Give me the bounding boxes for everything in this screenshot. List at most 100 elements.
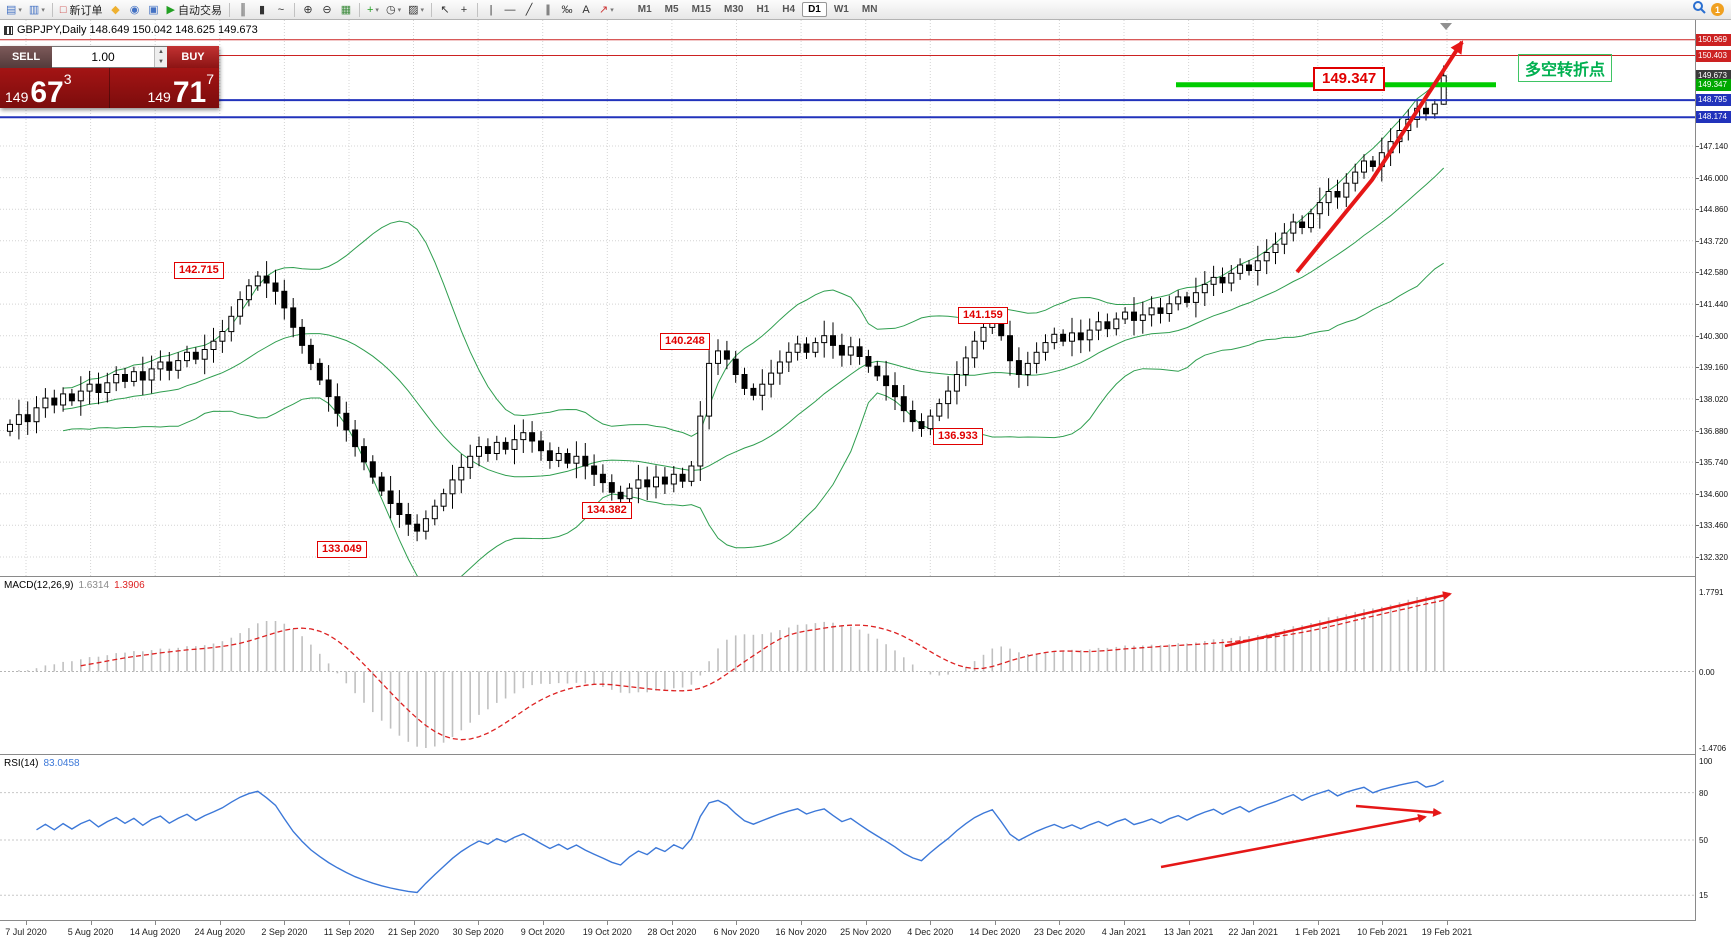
date-tick (607, 921, 609, 925)
trend-arrow[interactable] (1295, 40, 1464, 274)
price-callout[interactable]: 142.715 (174, 262, 224, 279)
buy-price[interactable]: 149 71 7 (110, 68, 219, 108)
candlestick-chart-icon[interactable]: ▮ (253, 1, 271, 18)
price-badge: 149.673 (1696, 69, 1731, 82)
volume-up-icon[interactable]: ▲ (155, 47, 167, 57)
time-axis[interactable]: 7 Jul 2020 5 Aug 2020 14 Aug 2020 24 Aug 20… (0, 921, 1731, 945)
market-watch-icon[interactable]: ◉ (126, 1, 144, 18)
arrows-icon[interactable]: ↗ ▾ (596, 1, 617, 18)
timeframe-button-h4[interactable]: H4 (782, 4, 796, 15)
text-icon[interactable]: A (577, 1, 595, 18)
new-order-button[interactable]: □ 新订单 (57, 1, 106, 18)
notification-badge[interactable]: 1 (1711, 3, 1724, 16)
timeframe-button-m30[interactable]: M30 (724, 4, 744, 15)
line-chart-icon[interactable]: ~ (272, 1, 290, 18)
date-tick (155, 921, 157, 925)
price-axis[interactable]: 147.140 146.000 144.860 143.720 142.580 141.4… (1695, 20, 1731, 921)
main-chart-canvas[interactable] (0, 20, 1695, 576)
new-chart-icon: ▤ (6, 4, 17, 16)
timeframe-button-mn[interactable]: MN (861, 4, 878, 15)
chart-shift-marker[interactable] (1440, 23, 1452, 30)
templates-icon[interactable]: ▨ ▾ (405, 1, 427, 18)
new-chart-icon[interactable]: ▤ ▾ (3, 1, 25, 18)
price-callout[interactable]: 140.248 (660, 333, 710, 350)
volume-down-icon[interactable]: ▼ (155, 57, 167, 67)
vertical-line-icon: | (489, 3, 493, 16)
price-callout[interactable]: 141.159 (958, 307, 1008, 324)
indicators-icon[interactable]: + ▾ (364, 1, 382, 18)
buy-button[interactable]: BUY (167, 46, 219, 68)
autotrading-button[interactable]: ▶ 自动交易 (164, 1, 225, 18)
price-callout[interactable]: 133.049 (317, 541, 367, 558)
macd-trend-arrow[interactable] (1224, 591, 1452, 648)
timeframe-button-m15[interactable]: M15 (691, 4, 712, 15)
date-label: 19 Oct 2020 (582, 927, 632, 937)
crosshair-icon[interactable]: + (455, 1, 473, 18)
annotation-text[interactable]: 多空转折点 (1518, 54, 1613, 82)
rsi-trend-arrow-2[interactable] (1355, 804, 1442, 817)
date-label: 4 Dec 2020 (907, 927, 954, 937)
search-icon[interactable] (1692, 0, 1706, 19)
autotrading-button: ▶ (166, 4, 175, 16)
chevron-down-icon: ▾ (397, 6, 402, 14)
timeframe-button-m5[interactable]: M5 (664, 4, 679, 15)
equidistant-channel-icon[interactable]: ∥ (539, 1, 557, 18)
date-tick (994, 921, 996, 925)
bar-chart-icon: ║ (239, 3, 247, 16)
price-callout[interactable]: 134.382 (582, 502, 632, 519)
panel-separator[interactable] (0, 754, 1695, 755)
data-window-icon: ▣ (148, 4, 159, 16)
profiles-icon: ▥ (28, 4, 40, 16)
symbol-ohlc-readout: GBPJPY,Daily 148.649 150.042 148.625 149… (4, 24, 258, 36)
timeframe-button-d1[interactable]: D1 (802, 2, 827, 17)
zoom-in-icon[interactable]: ⊕ (299, 1, 317, 18)
panel-separator[interactable] (0, 576, 1695, 577)
date-label: 6 Nov 2020 (713, 927, 760, 937)
cursor-icon[interactable]: ↖ (436, 1, 454, 18)
date-tick (348, 921, 350, 925)
trendline-icon[interactable]: ╱ (520, 1, 538, 18)
vertical-line-icon[interactable]: | (482, 1, 500, 18)
equidistant-channel-icon: ∥ (545, 4, 551, 16)
sell-price-pips: 67 (30, 75, 64, 109)
periods-icon[interactable]: ◷ ▾ (383, 1, 404, 18)
sell-button[interactable]: SELL (0, 46, 52, 68)
sell-price[interactable]: 149 67 3 (0, 68, 109, 108)
metaeditor-icon[interactable]: ◆ (107, 1, 125, 18)
panel-separator[interactable] (0, 920, 1695, 921)
price-tick: 147.140 (1699, 142, 1728, 151)
rsi-canvas[interactable] (0, 755, 1695, 920)
volume-field[interactable]: 1.00 ▲ ▼ (52, 46, 167, 68)
profiles-icon[interactable]: ▥ ▾ (26, 1, 48, 18)
price-callout[interactable]: 136.933 (933, 428, 983, 445)
date-label: 30 Sep 2020 (452, 927, 504, 937)
timeframe-button-m1[interactable]: M1 (637, 4, 652, 15)
date-tick (26, 921, 27, 925)
bar-chart-icon[interactable]: ║ (234, 1, 252, 18)
date-tick (801, 921, 803, 925)
key-price-callout[interactable]: 149.347 (1313, 67, 1386, 91)
fibonacci-icon[interactable]: ‰ (558, 1, 576, 18)
rsi-trend-arrow[interactable] (1160, 813, 1427, 869)
timeframe-button-w1[interactable]: W1 (833, 4, 849, 15)
candlestick-chart-icon: ▮ (258, 4, 265, 16)
macd-axis-label: 1.7791 (1699, 588, 1724, 597)
tile-windows-icon[interactable]: ▦ (337, 1, 355, 18)
price-badge: 150.403 (1696, 49, 1731, 62)
data-window-icon[interactable]: ▣ (145, 1, 163, 18)
crosshair-icon: + (460, 3, 468, 16)
date-tick (413, 921, 415, 925)
candles-layer (7, 65, 1447, 542)
zoom-out-icon[interactable]: ⊖ (318, 1, 336, 18)
timeframe-button-h1[interactable]: H1 (756, 4, 770, 15)
price-tick: 139.160 (1699, 363, 1728, 373)
price-tick: 133.460 (1699, 521, 1728, 531)
horizontal-line-icon[interactable]: — (501, 1, 519, 18)
date-tick (284, 921, 286, 925)
rsi-axis-label: 15 (1699, 891, 1708, 901)
volume-value[interactable]: 1.00 (91, 50, 115, 64)
price-tick: 140.300 (1699, 331, 1728, 341)
volume-stepper[interactable]: ▲ ▼ (154, 47, 167, 67)
macd-canvas[interactable] (0, 577, 1695, 754)
rsi-label: RSI(14) 83.0458 (4, 758, 80, 769)
